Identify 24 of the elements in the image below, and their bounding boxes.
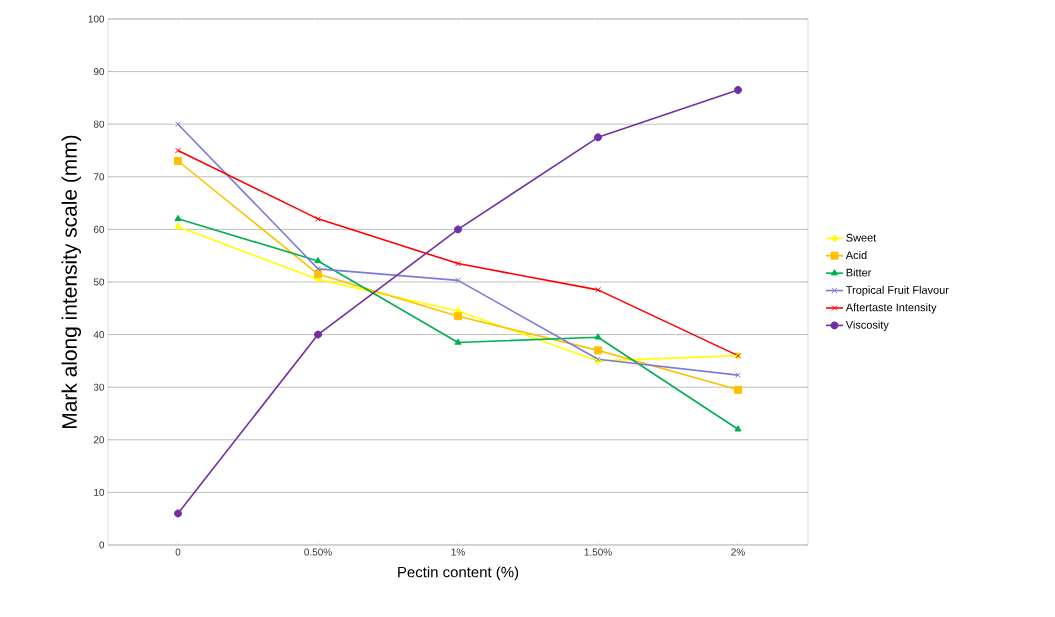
- y-axis-title: Mark along intensity scale (mm): [61, 135, 82, 428]
- x-tick-label: 1%: [451, 548, 465, 556]
- y-tick-label: 70: [93, 173, 105, 181]
- y-tick-label: 20: [93, 436, 105, 444]
- y-tick-label: 40: [93, 331, 105, 339]
- y-tick-label: 100: [88, 15, 105, 23]
- x-tick-label: 0.50%: [304, 548, 332, 556]
- legend-label: Viscosity: [845, 320, 889, 331]
- legend-label: Aftertaste Intensity: [845, 303, 937, 314]
- x-tick-label: 2%: [731, 548, 745, 556]
- y-tick-label: 80: [93, 120, 105, 128]
- x-tick-label: 0: [175, 548, 181, 556]
- legend-label: Bitter: [846, 268, 872, 277]
- y-tick-label: 60: [93, 225, 105, 233]
- y-tick-label: 30: [93, 383, 105, 391]
- y-tick-label: 0: [99, 541, 105, 549]
- y-tick-label: 10: [94, 488, 105, 496]
- x-axis-title: Pectin content (%): [398, 566, 519, 581]
- legend-label: Sweet: [846, 233, 877, 242]
- legend-label: Tropical Fruit Flavour: [846, 285, 949, 297]
- y-tick-label: 90: [93, 68, 105, 76]
- y-tick-label: 50: [93, 278, 105, 286]
- legend-label: Acid: [845, 251, 867, 260]
- x-tick-label: 1.50%: [584, 548, 612, 556]
